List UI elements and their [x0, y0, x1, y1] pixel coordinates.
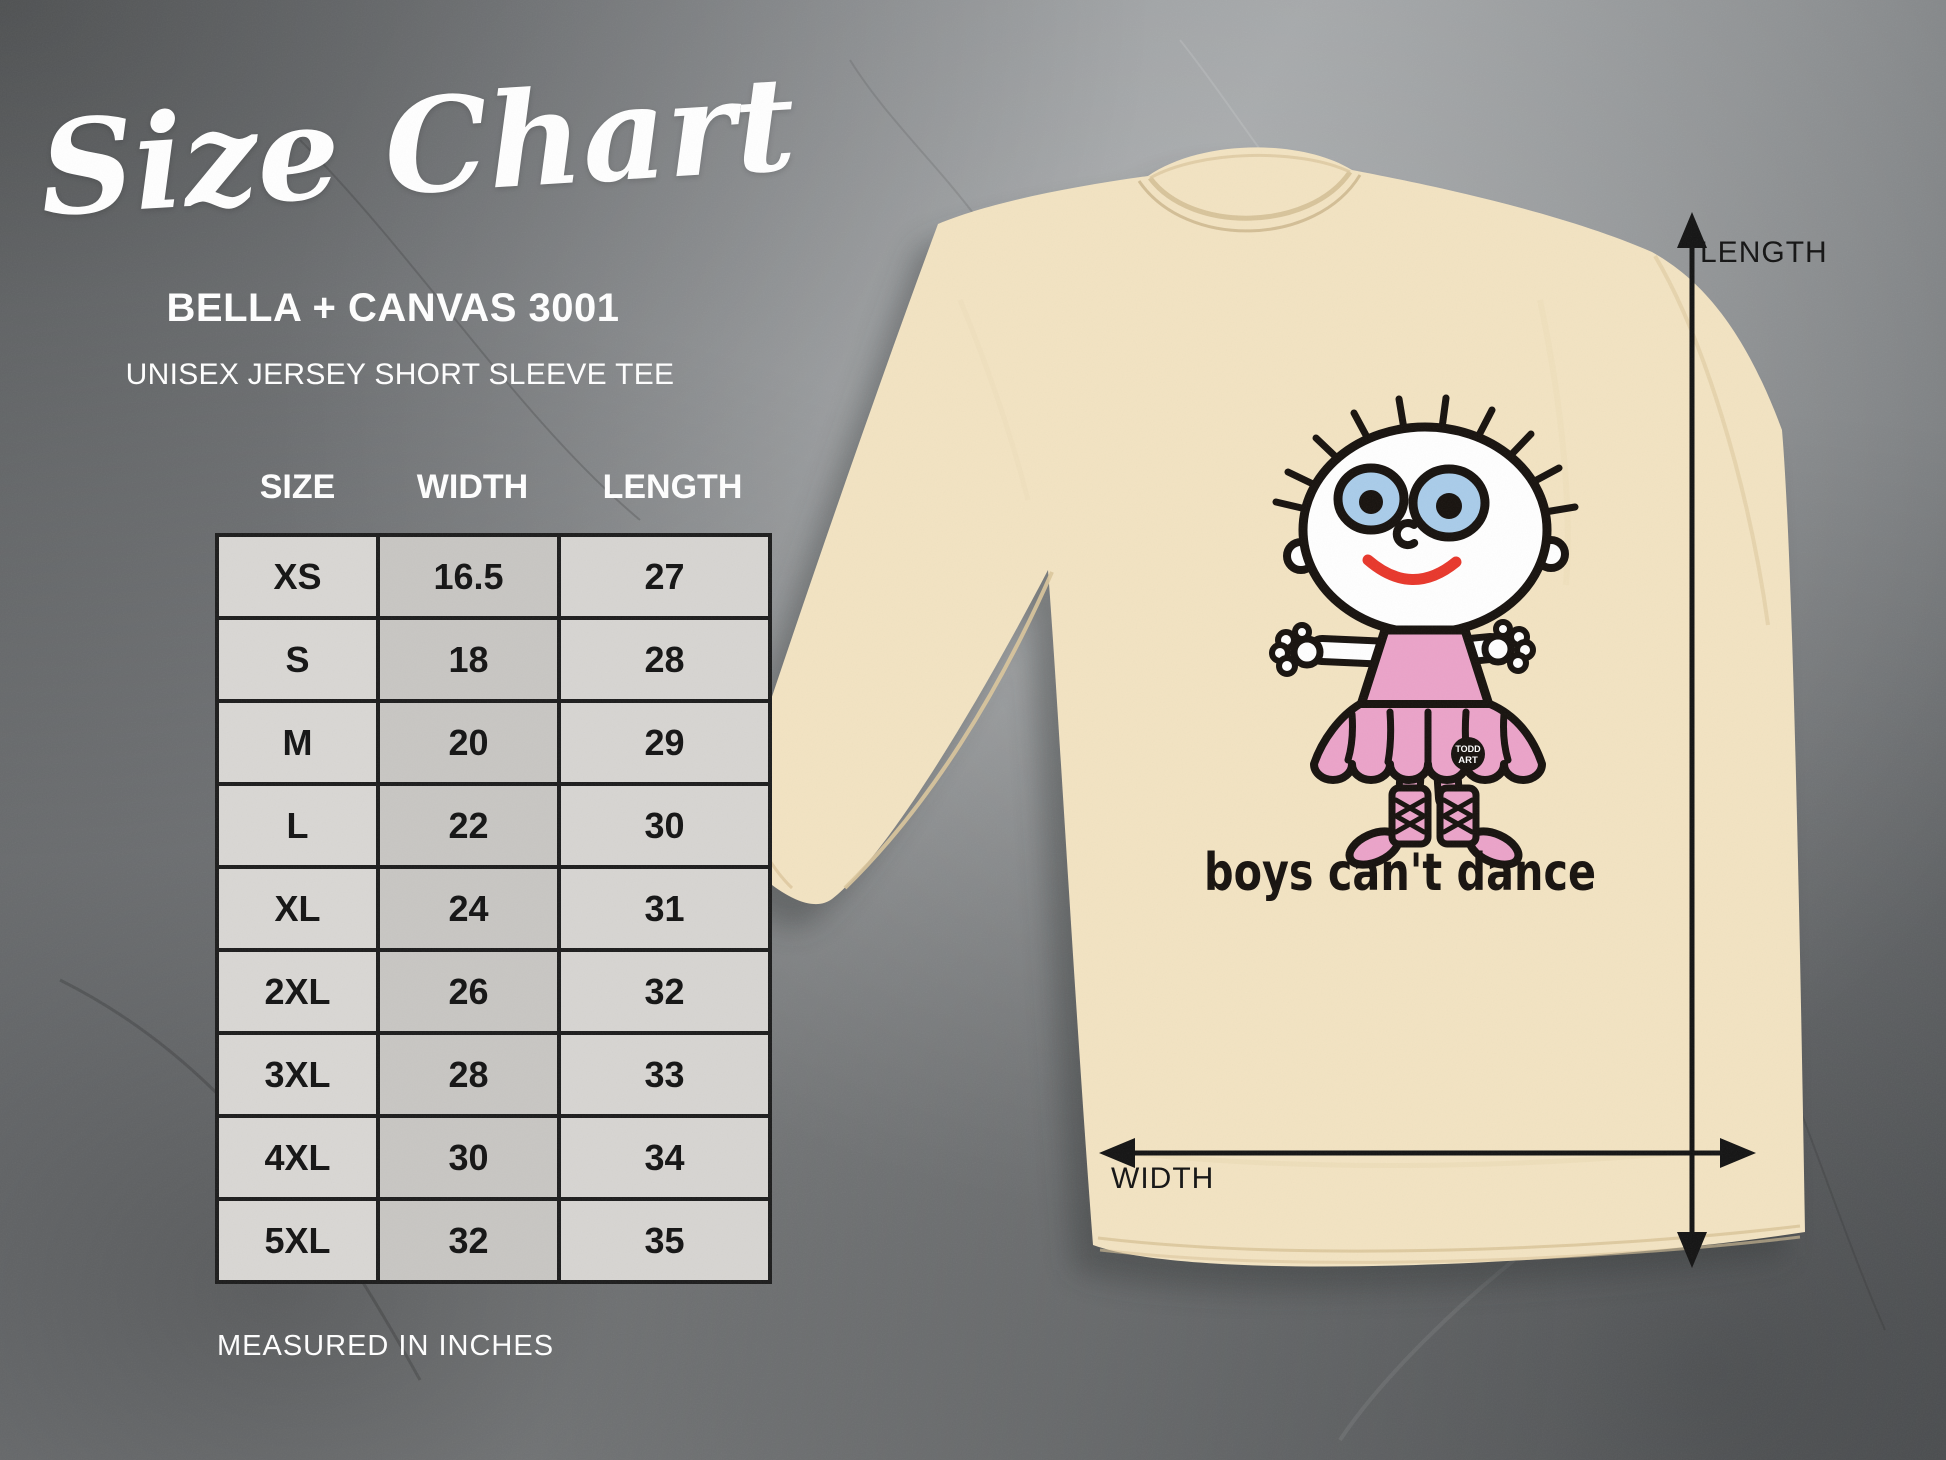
measurement-units-note: MEASURED IN INCHES [217, 1330, 555, 1362]
cell-size: L [215, 782, 380, 869]
brand-line: BELLA + CANVAS 3001 [166, 286, 620, 330]
cell-length: 33 [557, 1031, 772, 1118]
cell-length: 35 [557, 1197, 772, 1284]
cell-width: 18 [376, 616, 561, 703]
table-row: L 22 30 [215, 782, 772, 869]
cell-size: XL [215, 865, 380, 952]
cell-size: XS [215, 533, 380, 620]
cell-length: 27 [557, 533, 772, 620]
cell-length: 29 [557, 699, 772, 786]
table-row: 2XL 26 32 [215, 948, 772, 1035]
cell-length: 32 [557, 948, 772, 1035]
header-width: WIDTH [416, 468, 529, 506]
cell-width: 26 [376, 948, 561, 1035]
cell-width: 32 [376, 1197, 561, 1284]
cell-size: 2XL [215, 948, 380, 1035]
table-row: 4XL 30 34 [215, 1114, 772, 1201]
page-title-script: Size Chart [35, 46, 800, 246]
table-row: S 18 28 [215, 616, 772, 703]
header-length: LENGTH [602, 468, 743, 506]
cell-size: 5XL [215, 1197, 380, 1284]
cell-length: 31 [557, 865, 772, 952]
table-row: M 20 29 [215, 699, 772, 786]
tshirt-slogan: boys can't dance [1204, 843, 1596, 903]
cell-width: 20 [376, 699, 561, 786]
cell-width: 22 [376, 782, 561, 869]
cell-size: M [215, 699, 380, 786]
length-arrow-label: LENGTH [1700, 236, 1828, 269]
table-column-headers: SIZE WIDTH LENGTH [215, 468, 780, 507]
size-table: XS 16.5 27 S 18 28 M 20 29 L 22 30 XL 24 [215, 533, 772, 1284]
cell-size: 3XL [215, 1031, 380, 1118]
cell-width: 28 [376, 1031, 561, 1118]
cell-width: 30 [376, 1114, 561, 1201]
table-row: XL 24 31 [215, 865, 772, 952]
table-row: XS 16.5 27 [215, 533, 772, 620]
cell-size: S [215, 616, 380, 703]
cell-width: 16.5 [376, 533, 561, 620]
product-subtitle: UNISEX JERSEY SHORT SLEEVE TEE [125, 358, 675, 391]
table-row: 5XL 32 35 [215, 1197, 772, 1284]
cell-length: 30 [557, 782, 772, 869]
artist-badge: TODD ART [1451, 737, 1485, 771]
width-arrow-label: WIDTH [1111, 1162, 1214, 1195]
cell-width: 24 [376, 865, 561, 952]
cell-size: 4XL [215, 1114, 380, 1201]
badge-text-bottom: ART [1458, 755, 1478, 766]
cell-length: 28 [557, 616, 772, 703]
table-row: 3XL 28 33 [215, 1031, 772, 1118]
header-size: SIZE [259, 468, 336, 506]
badge-text-top: TODD [1455, 744, 1481, 754]
cell-length: 34 [557, 1114, 772, 1201]
